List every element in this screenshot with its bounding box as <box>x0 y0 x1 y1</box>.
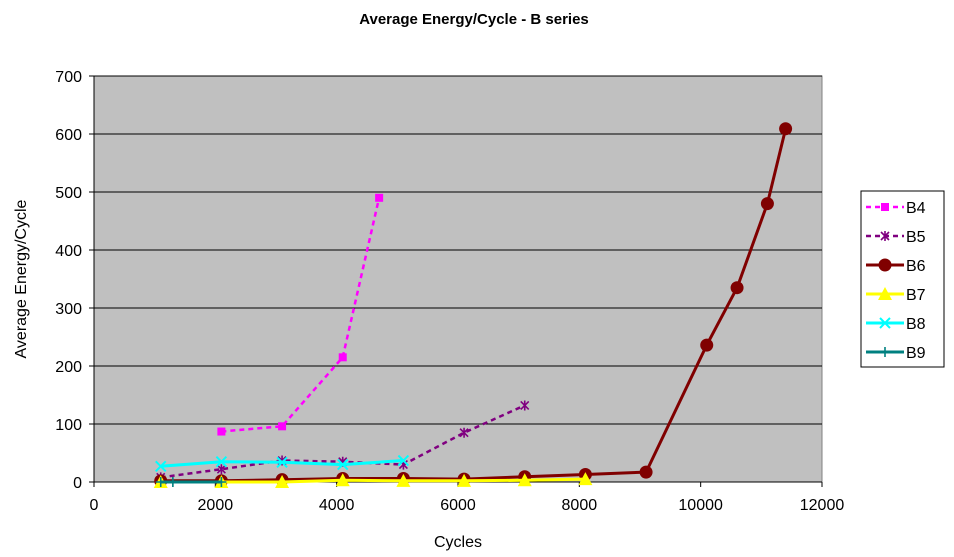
x-axis-title: Cycles <box>434 534 482 551</box>
series-b8 <box>155 454 410 473</box>
y-tick-label: 100 <box>55 417 82 434</box>
y-tick-label: 400 <box>55 243 82 260</box>
legend-marker <box>880 231 890 241</box>
series-line-b7 <box>160 477 586 484</box>
legend-item-b6: B6 <box>866 258 926 275</box>
x-tick-label: 8000 <box>562 497 598 514</box>
data-point <box>335 473 350 487</box>
data-point <box>275 475 290 488</box>
legend-label: B9 <box>906 345 926 362</box>
legend-marker <box>879 317 891 329</box>
y-axis-ticks: 0 100 200 300 400 500 600 700 <box>55 69 94 492</box>
data-point <box>457 473 472 487</box>
legend-item-b7: B7 <box>866 287 926 304</box>
y-tick-label: 0 <box>73 475 82 492</box>
data-point <box>217 427 226 436</box>
legend-marker <box>878 258 892 272</box>
legend: B4 B5 B6 B7 B8 B9 <box>860 190 945 368</box>
legend-item-b8: B8 <box>866 316 926 333</box>
data-point <box>730 281 744 295</box>
y-axis-title: Average Energy/Cycle <box>13 199 30 358</box>
x-axis-ticks: 0 2000 4000 6000 8000 10000 12000 <box>90 76 845 514</box>
data-point <box>276 456 288 468</box>
series-line-b4 <box>221 197 381 433</box>
legend-label: B8 <box>906 316 926 333</box>
data-point <box>278 422 287 431</box>
data-point <box>155 477 166 487</box>
series-b9 <box>155 477 227 487</box>
x-tick-label: 2000 <box>198 497 234 514</box>
x-tick-label: 10000 <box>678 497 723 514</box>
data-point <box>216 477 227 487</box>
y-tick-label: 700 <box>55 69 82 86</box>
x-tick-label: 6000 <box>440 497 476 514</box>
data-point <box>375 193 384 202</box>
y-tick-label: 300 <box>55 301 82 318</box>
series-b7 <box>153 472 593 488</box>
data-point <box>700 338 714 352</box>
data-point <box>396 473 411 487</box>
legend-label: B5 <box>906 229 926 246</box>
data-point <box>639 465 653 479</box>
x-tick-label: 4000 <box>319 497 355 514</box>
x-tick-label: 12000 <box>800 497 845 514</box>
data-point <box>337 458 349 471</box>
y-tick-label: 600 <box>55 127 82 144</box>
data-point <box>167 477 178 487</box>
data-point <box>216 464 226 475</box>
plot-area <box>93 75 823 483</box>
data-point <box>215 455 228 468</box>
legend-label: B4 <box>906 200 926 217</box>
y-tick-label: 500 <box>55 185 82 202</box>
data-point <box>520 400 530 411</box>
data-point <box>779 122 793 136</box>
legend-item-b5: B5 <box>866 229 926 246</box>
chart-title: Average Energy/Cycle - B series <box>359 11 589 28</box>
data-point <box>517 473 532 487</box>
legend-item-b9: B9 <box>866 345 926 362</box>
legend-marker <box>881 203 889 211</box>
legend-marker <box>878 287 892 300</box>
series-b4 <box>217 193 384 436</box>
data-point <box>397 454 410 467</box>
y-tick-label: 200 <box>55 359 82 376</box>
data-point <box>155 460 167 473</box>
legend-label: B7 <box>906 287 926 304</box>
legend-box <box>860 190 945 368</box>
data-point <box>338 353 347 362</box>
legend-marker <box>880 347 890 357</box>
data-point <box>459 427 469 438</box>
legend-label: B6 <box>906 258 926 275</box>
gridlines <box>94 75 822 425</box>
legend-item-b4: B4 <box>866 200 926 217</box>
series-layer <box>153 122 793 488</box>
x-tick-label: 0 <box>90 497 99 514</box>
data-point <box>578 472 593 486</box>
data-point <box>760 197 774 211</box>
